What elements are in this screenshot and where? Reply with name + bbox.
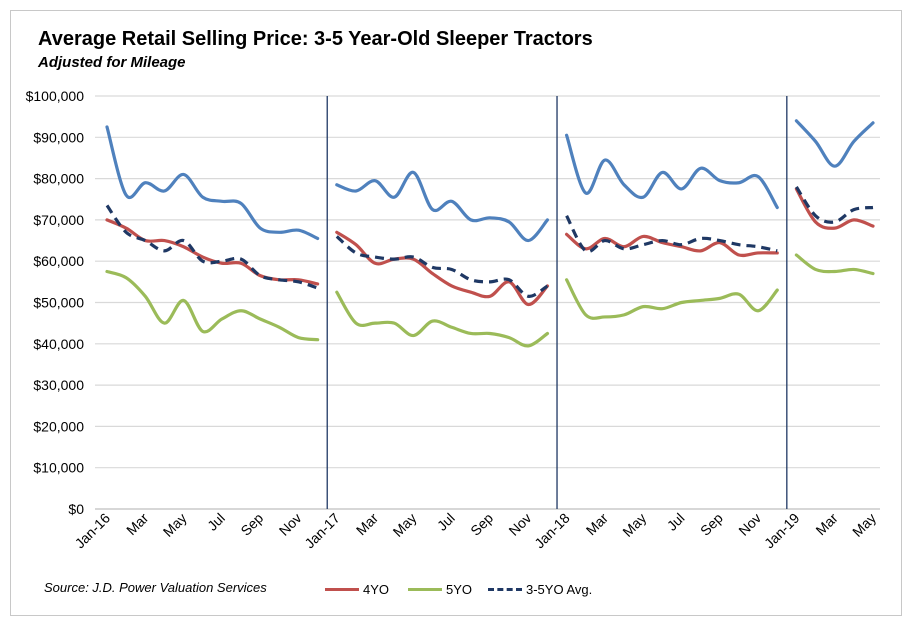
- x-tick-label: Nov: [735, 510, 764, 539]
- x-tick-label: Jan-17: [301, 510, 343, 552]
- series-line-3-5yo-avg-: [105, 204, 319, 290]
- x-tick-label: Mar: [812, 510, 841, 539]
- x-tick-label: Mar: [123, 510, 152, 539]
- y-tick-label: $30,000: [33, 377, 84, 393]
- x-tick-label: Jul: [204, 510, 228, 534]
- x-tick-label: Jan-18: [531, 510, 573, 552]
- series-line-3-5yo-avg-: [335, 235, 549, 298]
- x-tick-label: Sep: [697, 510, 726, 539]
- legend-swatch: [488, 588, 522, 591]
- x-tick-label: Nov: [505, 510, 534, 539]
- x-tick-label: Nov: [276, 510, 305, 539]
- series-line-5yo: [335, 290, 550, 348]
- x-tick-label: Mar: [583, 510, 612, 539]
- x-tick-label: May: [390, 510, 420, 540]
- series-line-4yo: [794, 187, 875, 230]
- y-tick-label: $60,000: [33, 253, 84, 269]
- x-tick-label: Jul: [664, 510, 688, 534]
- chart-frame: [10, 10, 902, 616]
- series-line-blue: [565, 133, 779, 210]
- y-tick-label: $70,000: [33, 212, 84, 228]
- chart-subtitle: Adjusted for Mileage: [38, 54, 186, 71]
- series-line-blue: [794, 119, 875, 168]
- y-tick-label: $90,000: [33, 129, 84, 145]
- series-line-5yo: [794, 253, 875, 276]
- x-tick-label: Jan-19: [761, 510, 803, 552]
- series-line-4yo: [335, 230, 550, 307]
- chart-title: Average Retail Selling Price: 3-5 Year-O…: [38, 28, 593, 50]
- series-line-5yo: [105, 269, 320, 342]
- y-tick-label: $50,000: [33, 295, 84, 311]
- x-tick-label: Sep: [467, 510, 496, 539]
- legend-item-4yo: 4YO: [325, 582, 389, 597]
- y-tick-label: $10,000: [33, 460, 84, 476]
- x-tick-label: May: [849, 510, 879, 540]
- y-tick-label: $20,000: [33, 418, 84, 434]
- legend-item-avg: 3-5YO Avg.: [488, 582, 592, 597]
- legend-item-5yo: 5YO: [408, 582, 472, 597]
- legend-label: 4YO: [363, 582, 390, 597]
- x-tick-label: Jul: [434, 510, 458, 534]
- legend-swatch: [408, 588, 442, 591]
- series-line-3-5yo-avg-: [795, 185, 874, 224]
- y-tick-label: $80,000: [33, 171, 84, 187]
- x-tick-label: May: [160, 510, 190, 540]
- x-tick-label: Mar: [353, 510, 382, 539]
- legend-label: 5YO: [446, 582, 473, 597]
- legend-swatch: [325, 588, 359, 591]
- y-tick-label: $0: [68, 501, 84, 517]
- series-line-4yo: [105, 218, 320, 286]
- x-tick-label: Sep: [237, 510, 266, 539]
- source-note: Source: J.D. Power Valuation Services: [44, 580, 267, 595]
- series-line-3-5yo-avg-: [565, 215, 778, 254]
- x-tick-label: May: [619, 510, 649, 540]
- series-line-blue: [105, 125, 320, 241]
- y-tick-label: $40,000: [33, 336, 84, 352]
- series-line-blue: [335, 170, 550, 243]
- legend-label: 3-5YO Avg.: [526, 582, 593, 597]
- y-tick-label: $100,000: [26, 88, 85, 104]
- series-line-5yo: [565, 278, 779, 320]
- series-line-4yo: [565, 232, 779, 258]
